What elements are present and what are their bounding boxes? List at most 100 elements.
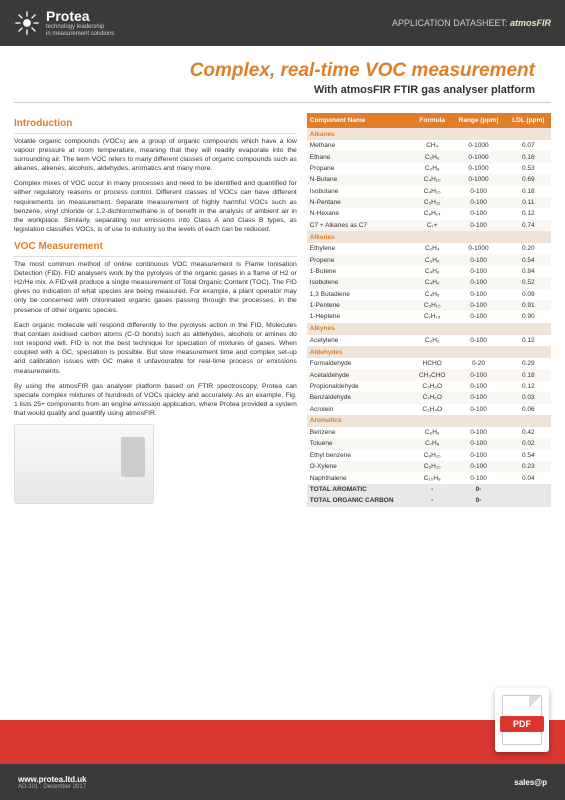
- tagline-2: in measurement solutions: [46, 31, 114, 38]
- cell: 0-100: [451, 311, 505, 322]
- cell: 1,3 Butadiene: [307, 289, 413, 300]
- intro-p2: Complex mixes of VOC occur in many proce…: [14, 179, 297, 234]
- cell: 0.20: [506, 243, 551, 254]
- cell: O-Xylene: [307, 461, 413, 472]
- cell: 0-100: [451, 289, 505, 300]
- datasheet-label: APPLICATION DATASHEET: atmosFIR: [392, 18, 551, 28]
- cell: 0-1000: [451, 151, 505, 162]
- footer-left: www.protea.ltd.uk AD-101 : December 2017: [18, 775, 87, 790]
- cell: 0.74: [506, 220, 551, 231]
- cell: 0.84: [506, 266, 551, 277]
- section-intro-head: Introduction: [14, 117, 297, 134]
- cell: 0-100: [451, 335, 505, 346]
- cell: -: [413, 495, 451, 506]
- cell: [506, 495, 551, 506]
- cell: 0.54: [506, 254, 551, 265]
- brand-name: Protea: [46, 8, 114, 24]
- cell: 0.12: [506, 335, 551, 346]
- cell: C₈H₁₀: [413, 461, 451, 472]
- footer-docref: AD-101 : December 2017: [18, 784, 87, 790]
- table-row: 1-HepteneC₇H₁₄0-1000.90: [307, 311, 551, 322]
- table-row: MethaneCH₄0-10000.07: [307, 140, 551, 151]
- cell: Acetaldehyde: [307, 369, 413, 380]
- instrument-image: [14, 424, 154, 504]
- table-row: NaphthaleneC₁₀H₈0-1000.04: [307, 472, 551, 483]
- cell: 0-100: [451, 438, 505, 449]
- cell: 0-100: [451, 427, 505, 438]
- cell: 0-100: [451, 404, 505, 415]
- logo-block: Protea technology leadership in measurem…: [14, 8, 114, 37]
- cell: -: [413, 484, 451, 495]
- cell: 0-100: [451, 381, 505, 392]
- cell: Ethylene: [307, 243, 413, 254]
- cell: C₁₀H₈: [413, 472, 451, 483]
- table-total-row: TOTAL ORGANIC CARBON-0-: [307, 495, 551, 506]
- cell: Methane: [307, 140, 413, 151]
- cell: 0-100: [451, 369, 505, 380]
- cell: 0-100: [451, 450, 505, 461]
- table-row: AcetyleneC₂H₂0-1000.12: [307, 335, 551, 346]
- th-ldl: LDL (ppm): [506, 113, 551, 128]
- th-formula: Formula: [413, 113, 451, 128]
- table-row: EthyleneC₂H₄0-10000.20: [307, 243, 551, 254]
- table-row: PropionaldehydeC₃H₆O0-1000.12: [307, 381, 551, 392]
- cell: 0.23: [506, 461, 551, 472]
- cell: C₂H₂: [413, 335, 451, 346]
- section-voc-head: VOC Measurement: [14, 240, 297, 257]
- cell: N-Hexane: [307, 208, 413, 219]
- page-title: Complex, real-time VOC measurement: [30, 60, 535, 82]
- cell: 0-20: [451, 358, 505, 369]
- footer-dark-bar: www.protea.ltd.uk AD-101 : December 2017…: [0, 764, 565, 800]
- voc-p2: Each organic molecule will respond diffe…: [14, 321, 297, 376]
- cell: 1-Butene: [307, 266, 413, 277]
- cell: C₄H₁₀: [413, 186, 451, 197]
- table-row: 1-ButeneC₄H₈0-1000.84: [307, 266, 551, 277]
- cell: 0.18: [506, 186, 551, 197]
- pdf-badge[interactable]: PDF: [495, 688, 549, 752]
- table-row: N-PentaneC₅H₁₂0-1000.11: [307, 197, 551, 208]
- header-bar: Protea technology leadership in measurem…: [0, 0, 565, 46]
- cell: C₇H₆O: [413, 392, 451, 403]
- table-row: EthaneC₂H₆0-10000.16: [307, 151, 551, 162]
- cell: 0-1000: [451, 163, 505, 174]
- cell: 0-100: [451, 392, 505, 403]
- cell: Isobutane: [307, 186, 413, 197]
- table-total-row: TOTAL AROMATIC-0-: [307, 484, 551, 495]
- table-row: BenzeneC₆H₆0-1000.42: [307, 427, 551, 438]
- cell: 0.42: [506, 427, 551, 438]
- section-label: Alkanes: [307, 128, 551, 140]
- right-column: Component Name Formula Range (ppm) LDL (…: [307, 113, 551, 507]
- table-row: 1-PenteneC₅H₁₀0-1000.91: [307, 300, 551, 311]
- cell: C₆H₁₄: [413, 208, 451, 219]
- cell: 0-: [451, 484, 505, 495]
- table-section-row: Aromatics: [307, 415, 551, 427]
- cell: Propene: [307, 254, 413, 265]
- section-label: Alkynes: [307, 323, 551, 335]
- cell: 0.53: [506, 163, 551, 174]
- cell: 0.69: [506, 174, 551, 185]
- cell: C7 + Alkanes as C7: [307, 220, 413, 231]
- intro-p1: Volatile organic compounds (VOCs) are a …: [14, 137, 297, 174]
- cell: 0-100: [451, 220, 505, 231]
- pdf-label: PDF: [500, 716, 544, 732]
- table-section-row: Alkynes: [307, 323, 551, 335]
- cell: C₄H₁₀: [413, 174, 451, 185]
- tagline-1: technology leadership: [46, 24, 114, 31]
- cell: Naphthalene: [307, 472, 413, 483]
- voc-p1: The most common method of online continu…: [14, 260, 297, 315]
- page: Protea technology leadership in measurem…: [0, 0, 565, 800]
- cell: C₇+: [413, 220, 451, 231]
- table-row: FormaldehydeHCHO0-200.29: [307, 358, 551, 369]
- title-block: Complex, real-time VOC measurement With …: [14, 46, 551, 103]
- cell: 1-Heptene: [307, 311, 413, 322]
- page-subtitle: With atmosFIR FTIR gas analyser platform: [30, 84, 535, 96]
- cell: TOTAL ORGANIC CARBON: [307, 495, 413, 506]
- cell: 0-100: [451, 197, 505, 208]
- cell: C₂H₄: [413, 243, 451, 254]
- table-row: PropaneC₃H₈0-10000.53: [307, 163, 551, 174]
- cell: 0.90: [506, 311, 551, 322]
- cell: [506, 484, 551, 495]
- content-columns: Introduction Volatile organic compounds …: [0, 103, 565, 507]
- table-header-row: Component Name Formula Range (ppm) LDL (…: [307, 113, 551, 128]
- ds-label: APPLICATION DATASHEET:: [392, 18, 508, 28]
